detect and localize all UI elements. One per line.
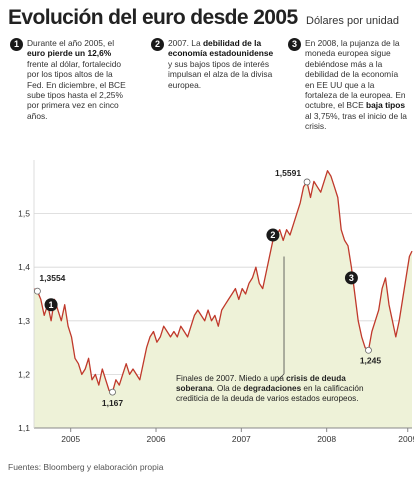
note-1: 1 Durante el año 2005, el euro pierde un… xyxy=(10,38,129,121)
x-tick-label: 2009 xyxy=(398,434,414,444)
event-marker-label: 2 xyxy=(270,230,275,240)
event-marker xyxy=(44,298,58,312)
note-text-1: Durante el año 2005, el euro pierde un 1… xyxy=(27,38,126,121)
value-marker xyxy=(34,287,41,295)
y-tick-label: 1,4 xyxy=(18,262,30,272)
note-segment: 2007. La xyxy=(168,38,203,48)
callout-line xyxy=(275,373,285,383)
callout-segment: Finales de 2007. Miedo a una xyxy=(176,374,287,383)
annotations: 1,3554 1,167 1,5591 1,245 1 2 3 xyxy=(34,168,381,408)
axis: 1,1 1,2 1,3 1,4 1,5 2005 2006 2007 2008 2009 xyxy=(18,160,414,444)
note-segment: euro pierde un 12,6% xyxy=(27,48,112,59)
note-number-2: 2 xyxy=(151,38,164,51)
value-marker xyxy=(303,178,311,186)
note-segment: Durante el año 2005, el xyxy=(27,38,115,48)
callout-box: Finales de 2007. Miedo a una crisis de d… xyxy=(176,374,386,405)
event-marker-label: 3 xyxy=(349,273,354,283)
value-marker xyxy=(365,346,372,354)
note-segment: frente al dólar, fortalecido por los tip… xyxy=(27,58,126,121)
x-tick-label: 2008 xyxy=(317,434,336,444)
value-label: 1,5591 xyxy=(275,168,301,178)
event-marker-label: 1 xyxy=(49,300,54,310)
x-tick-label: 2007 xyxy=(232,434,251,444)
y-tick-label: 1,3 xyxy=(18,316,30,326)
series-line xyxy=(33,170,413,393)
value-marker xyxy=(109,388,116,396)
series-area xyxy=(34,170,412,428)
event-marker xyxy=(344,271,358,285)
callout-text: Finales de 2007. Miedo a una crisis de d… xyxy=(176,374,386,405)
y-tick-label: 1,2 xyxy=(18,369,30,379)
callout-segment: . Ola de xyxy=(212,384,244,394)
callout-segment: degradaciones xyxy=(243,384,302,394)
x-tick-label: 2005 xyxy=(61,434,80,444)
y-tick-label: 1,1 xyxy=(18,423,30,433)
note-text-3: En 2008, la pujanza de la moneda europea… xyxy=(305,38,407,131)
value-label: 1,245 xyxy=(360,355,382,365)
note-segment: y sus bajos tipos de interés impulsan el… xyxy=(168,58,273,90)
note-segment: En 2008, la pujanza de la moneda europea… xyxy=(305,38,406,111)
value-label: 1,3554 xyxy=(39,273,65,283)
note-2: 2 2007. La debilidad de la economía esta… xyxy=(151,38,276,90)
note-3: 3 En 2008, la pujanza de la moneda europ… xyxy=(288,38,407,132)
note-segment: al 3,75%, tras el inicio de la crisis. xyxy=(305,110,407,132)
y-tick-label: 1,5 xyxy=(18,209,30,219)
note-segment: baja tipos xyxy=(365,100,406,111)
header: Evolución del euro desde 2005 Dólares po… xyxy=(8,6,408,30)
x-tick-label: 2006 xyxy=(147,434,166,444)
callout-segment: crisis de deuda soberana xyxy=(176,374,346,394)
series-path xyxy=(33,170,413,393)
note-number-1: 1 xyxy=(10,38,23,51)
value-label: 1,167 xyxy=(102,398,124,408)
callout-pointer xyxy=(275,256,285,383)
callout-segment: en la calificación crediticia de la deud… xyxy=(176,384,364,404)
chart-subtitle: Dólares por unidad xyxy=(306,15,399,27)
area-fill xyxy=(34,170,412,428)
event-marker xyxy=(266,228,280,242)
source-note: Fuentes: Bloomberg y elaboración propia xyxy=(8,462,164,472)
notes-panel: 1 Durante el año 2005, el euro pierde un… xyxy=(0,38,414,158)
euro-chart: 1,1 1,2 1,3 1,4 1,5 2005 2006 2007 2008 2009 1,35… xyxy=(18,160,414,444)
note-text-2: 2007. La debilidad de la economía estado… xyxy=(168,38,273,90)
note-number-3: 3 xyxy=(288,38,301,51)
chart-title: Evolución del euro desde 2005 xyxy=(8,6,298,29)
note-segment: debilidad de la economía estadounidense xyxy=(168,38,274,59)
